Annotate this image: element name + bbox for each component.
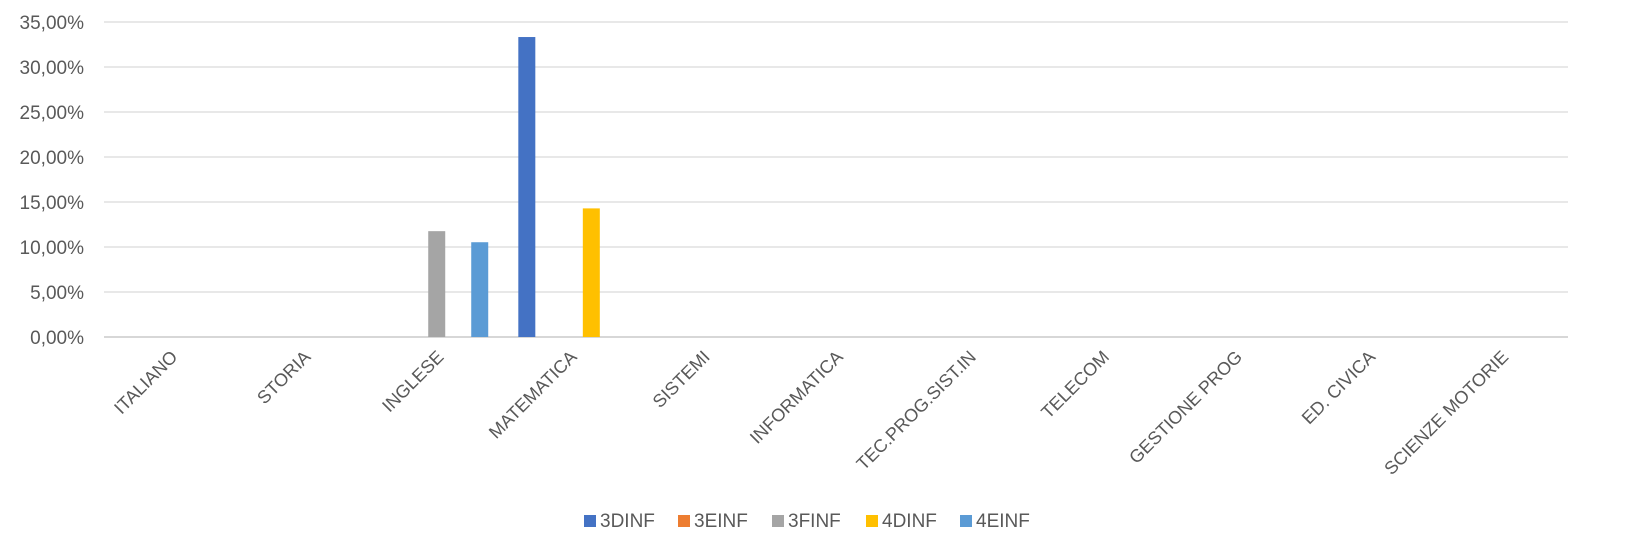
y-tick-label: 25,00% xyxy=(20,103,85,124)
x-axis-category-labels: ITALIANO STORIA INGLESE MATEMATICA SISTEMI IN… xyxy=(110,347,1512,479)
legend-swatch xyxy=(678,515,690,527)
x-category-label: GESTIONE PROG xyxy=(1125,347,1246,468)
x-category-label: MATEMATICA xyxy=(485,347,581,443)
legend-swatch xyxy=(772,515,784,527)
y-tick-label: 5,00% xyxy=(30,283,84,304)
legend-swatch xyxy=(960,515,972,527)
legend-item: 4DINF xyxy=(866,511,937,532)
x-category-label: SCIENZE MOTORIE xyxy=(1380,347,1512,479)
legend-item: 4EINF xyxy=(960,511,1030,532)
y-tick-label: 15,00% xyxy=(20,193,85,214)
legend-label: 3EINF xyxy=(694,511,748,532)
x-category-label: INGLESE xyxy=(378,347,447,416)
gridlines xyxy=(104,21,1568,338)
y-tick-label: 35,00% xyxy=(20,13,85,34)
legend-label: 4EINF xyxy=(976,511,1030,532)
legend: 3DINF 3EINF 3FINF 4DINF 4EINF xyxy=(584,511,1030,532)
legend-label: 4DINF xyxy=(882,511,937,532)
y-tick-label: 10,00% xyxy=(20,238,85,259)
legend-label: 3FINF xyxy=(788,511,841,532)
bars xyxy=(428,37,600,337)
x-category-label: SISTEMI xyxy=(649,347,714,412)
x-category-label: TEC.PROG.SIST.IN xyxy=(853,347,980,474)
y-tick-label: 0,00% xyxy=(30,328,84,349)
bar-4DINF-matematica xyxy=(582,208,600,337)
y-tick-label: 20,00% xyxy=(20,148,85,169)
bar-3FINF-inglese xyxy=(428,231,446,337)
x-category-label: TELECOM xyxy=(1037,347,1113,423)
legend-item: 3EINF xyxy=(678,511,748,532)
legend-item: 3DINF xyxy=(584,511,655,532)
y-tick-label: 30,00% xyxy=(20,58,85,79)
legend-label: 3DINF xyxy=(600,511,655,532)
bar-3DINF-matematica xyxy=(518,37,536,337)
legend-swatch xyxy=(866,515,878,527)
x-category-label: ED. CIVICA xyxy=(1298,347,1379,428)
x-category-label: INFORMATICA xyxy=(746,347,847,448)
legend-item: 3FINF xyxy=(772,511,841,532)
y-axis-tick-labels: 0,00% 5,00% 10,00% 15,00% 20,00% 25,00% 30,00%… xyxy=(20,13,85,349)
x-category-label: ITALIANO xyxy=(110,347,181,418)
legend-swatch xyxy=(584,515,596,527)
x-category-label: STORIA xyxy=(253,347,314,408)
bar-4EINF-inglese xyxy=(471,242,489,337)
